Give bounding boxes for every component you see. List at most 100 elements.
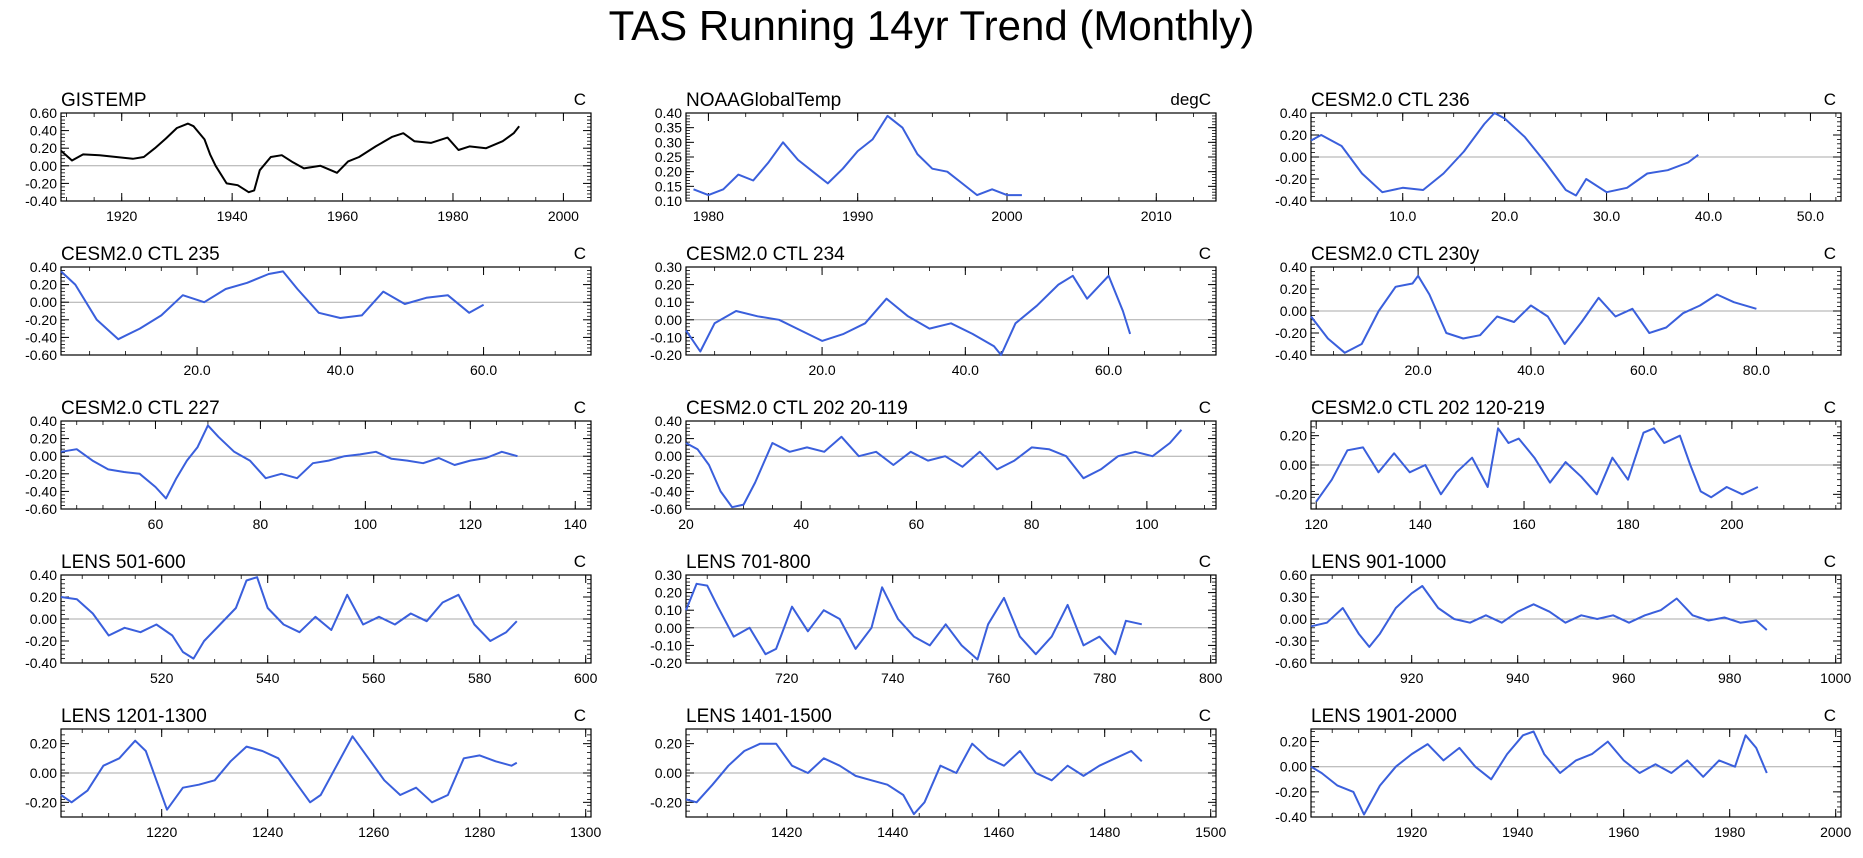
y-tick-label: 0.40 xyxy=(30,567,57,583)
y-tick-label: 0.10 xyxy=(655,193,682,209)
y-tick-label: -0.40 xyxy=(1275,193,1307,209)
panel-6: CESM2.0 CTL 230y C 0.40 0.20 0.00 -0.20 -0.40 2… xyxy=(1275,244,1842,378)
panel-unit: C xyxy=(1199,552,1211,571)
y-tick-label: 0.20 xyxy=(655,585,682,601)
panel-title: CESM2.0 CTL 235 xyxy=(61,244,220,265)
y-tick-label: 0.00 xyxy=(30,765,57,781)
series-line xyxy=(60,122,520,194)
x-tick-label: 40.0 xyxy=(327,362,354,378)
panel-unit: C xyxy=(574,552,586,571)
panel-8: CESM2.0 CTL 202 20-119 C 0.40 0.200.00 -0.20… xyxy=(650,398,1217,532)
panel-unit: C xyxy=(574,706,586,725)
x-tick-label: 1980 xyxy=(1714,824,1745,840)
panel-unit: C xyxy=(574,90,586,109)
series-line xyxy=(60,270,485,341)
y-tick-label: 0.00 xyxy=(655,312,682,328)
panel-unit: C xyxy=(1199,398,1211,417)
y-tick-label: 0.20 xyxy=(1280,734,1307,750)
panel-11: LENS 701-800 C 0.30 0.200.10 0.00-0.10 -0.20 7… xyxy=(650,552,1223,686)
y-tick-label: -0.20 xyxy=(1275,325,1307,341)
x-tick-label: 100 xyxy=(1135,516,1159,532)
y-tick-label: 0.00 xyxy=(30,448,57,464)
x-tick-label: 980 xyxy=(1718,670,1742,686)
x-tick-label: 20.0 xyxy=(183,362,210,378)
y-tick-label: -0.10 xyxy=(650,637,682,653)
x-tick-label: 1980 xyxy=(693,208,724,224)
y-tick-label: -0.10 xyxy=(650,329,682,345)
x-tick-label: 40.0 xyxy=(952,362,979,378)
x-tick-label: 1460 xyxy=(983,824,1014,840)
panel-unit: C xyxy=(574,398,586,417)
x-tick-label: 920 xyxy=(1400,670,1424,686)
x-tick-label: 520 xyxy=(150,670,174,686)
y-tick-label: 0.20 xyxy=(1280,281,1307,297)
panel-unit: C xyxy=(1824,398,1836,417)
y-tick-label: -0.20 xyxy=(25,175,57,191)
plot-frame xyxy=(60,112,592,202)
series-line xyxy=(1310,274,1757,354)
x-tick-label: 120 xyxy=(1305,516,1329,532)
y-tick-label: -0.20 xyxy=(1275,486,1307,502)
panel-unit: C xyxy=(1199,706,1211,725)
y-tick-label: -0.40 xyxy=(25,483,57,499)
y-tick-label: 0.20 xyxy=(655,431,682,447)
x-tick-label: 800 xyxy=(1199,670,1223,686)
panel-title: LENS 1901-2000 xyxy=(1311,706,1457,727)
y-tick-label: -0.20 xyxy=(1275,784,1307,800)
y-tick-label: 0.00 xyxy=(1280,149,1307,165)
x-tick-label: 580 xyxy=(468,670,492,686)
panel-title: CESM2.0 CTL 234 xyxy=(686,244,845,265)
x-tick-label: 60.0 xyxy=(1095,362,1122,378)
y-tick-label: 0.20 xyxy=(30,140,57,156)
x-tick-label: 60 xyxy=(148,516,164,532)
series-line xyxy=(60,735,518,811)
series-line xyxy=(685,582,1143,661)
x-tick-label: 1480 xyxy=(1089,824,1120,840)
x-tick-label: 1260 xyxy=(358,824,389,840)
y-tick-label: 0.30 xyxy=(1280,589,1307,605)
plot-frame xyxy=(685,728,1217,818)
y-tick-label: 0.60 xyxy=(30,105,57,121)
y-tick-label: 0.20 xyxy=(30,431,57,447)
y-tick-label: 0.00 xyxy=(30,294,57,310)
x-tick-label: 2000 xyxy=(991,208,1022,224)
plot-frame xyxy=(60,728,592,818)
y-tick-label: 0.20 xyxy=(1280,127,1307,143)
plot-frame xyxy=(1310,266,1842,356)
y-tick-label: 0.20 xyxy=(30,277,57,293)
y-tick-label: -0.20 xyxy=(25,466,57,482)
panel-title: LENS 701-800 xyxy=(686,552,811,573)
x-tick-label: 560 xyxy=(362,670,386,686)
panel-title: LENS 1201-1300 xyxy=(61,706,207,727)
x-tick-label: 940 xyxy=(1506,670,1530,686)
y-tick-label: 0.00 xyxy=(655,448,682,464)
x-tick-label: 20 xyxy=(678,516,694,532)
y-tick-label: 0.40 xyxy=(655,413,682,429)
y-tick-label: 0.00 xyxy=(655,620,682,636)
panel-5: CESM2.0 CTL 234 C 0.30 0.200.10 0.00-0.10 -0.… xyxy=(650,244,1217,378)
x-tick-label: 740 xyxy=(881,670,905,686)
x-tick-label: 1440 xyxy=(877,824,908,840)
panel-unit: C xyxy=(1824,552,1836,571)
panel-1: GISTEMP C 0.60 0.400.20 0.00-0.20 -0.40 1920 19… xyxy=(25,90,592,224)
y-tick-label: 0.60 xyxy=(1280,567,1307,583)
x-tick-label: 1220 xyxy=(146,824,177,840)
y-tick-label: 0.20 xyxy=(30,736,57,752)
x-tick-label: 160 xyxy=(1512,516,1536,532)
x-tick-label: 2000 xyxy=(1820,824,1851,840)
y-tick-label: -0.60 xyxy=(25,501,57,517)
plot-frame xyxy=(685,112,1217,202)
y-tick-label: 0.00 xyxy=(1280,611,1307,627)
y-tick-label: 0.40 xyxy=(30,259,57,275)
x-tick-label: 40 xyxy=(793,516,809,532)
x-tick-label: 60.0 xyxy=(470,362,497,378)
x-tick-label: 1960 xyxy=(327,208,358,224)
x-tick-label: 50.0 xyxy=(1797,208,1824,224)
x-tick-label: 80.0 xyxy=(1743,362,1770,378)
y-tick-label: 0.40 xyxy=(30,413,57,429)
y-tick-label: -0.60 xyxy=(650,501,682,517)
panel-14: LENS 1401-1500 C 0.20 0.00 -0.20 1420 1440 1460… xyxy=(650,706,1226,840)
plot-frame xyxy=(1310,112,1842,202)
series-line xyxy=(60,576,518,660)
y-tick-label: 0.00 xyxy=(655,765,682,781)
